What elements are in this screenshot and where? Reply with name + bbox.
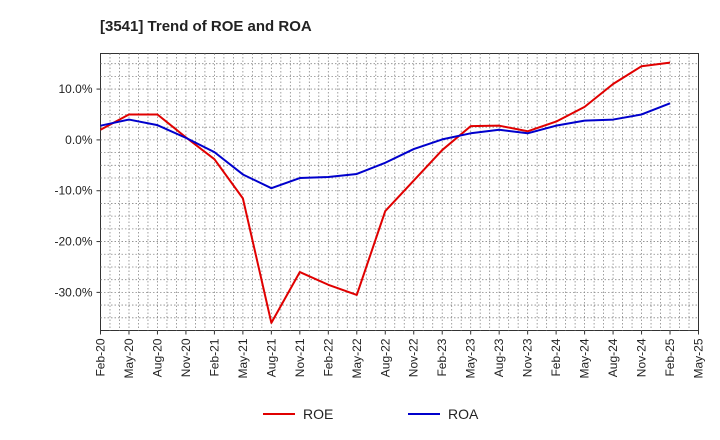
x-tick-label: Feb-23 [435,338,449,376]
x-tick-label: May-20 [122,338,136,378]
x-tick-label: Aug-22 [378,338,392,377]
y-axis-ticks: 10.0% 0.0% -10.0% -20.0% -30.0% [54,82,101,299]
x-tick-label: May-21 [236,338,250,378]
x-tick-label: Nov-21 [293,338,307,377]
y-tick-label: -10.0% [54,184,92,198]
x-tick-label: Feb-24 [549,338,563,376]
x-tick-label: Feb-21 [207,338,221,376]
x-tick-label: Feb-22 [321,338,335,376]
x-tick-label: May-24 [578,338,592,378]
y-tick-label: 10.0% [58,82,92,96]
legend-label-roe: ROE [303,406,333,422]
x-tick-label: Aug-23 [492,338,506,377]
x-tick-label: Nov-24 [635,338,649,377]
legend-label-roa: ROA [448,406,479,422]
x-tick-label: Feb-20 [94,338,108,376]
y-tick-label: -30.0% [54,285,92,299]
x-tick-label: Nov-23 [521,338,535,377]
y-tick-label: 0.0% [65,133,93,147]
series-lines [100,61,671,324]
x-axis-ticks: Feb-20 May-20 Aug-20 Nov-20 Feb-21 May-21 Aug-… [94,330,706,379]
x-tick-label: Aug-20 [150,338,164,377]
x-tick-label: May-22 [350,338,364,378]
legend: ROE ROA [263,406,479,422]
series-line-roe [100,61,671,324]
x-tick-label: Aug-21 [264,338,278,377]
series-line-roa [100,102,671,190]
x-tick-label: May-23 [464,338,478,378]
plot-area [100,53,699,331]
x-tick-label: Feb-25 [663,338,677,376]
x-tick-label: Nov-22 [407,338,421,377]
x-tick-label: Aug-24 [606,338,620,377]
x-tick-label: May-25 [692,338,706,378]
grid-lines [100,53,699,331]
y-tick-label: -20.0% [54,235,92,249]
chart-title: [3541] Trend of ROE and ROA [100,18,312,35]
x-tick-label: Nov-20 [179,338,193,377]
